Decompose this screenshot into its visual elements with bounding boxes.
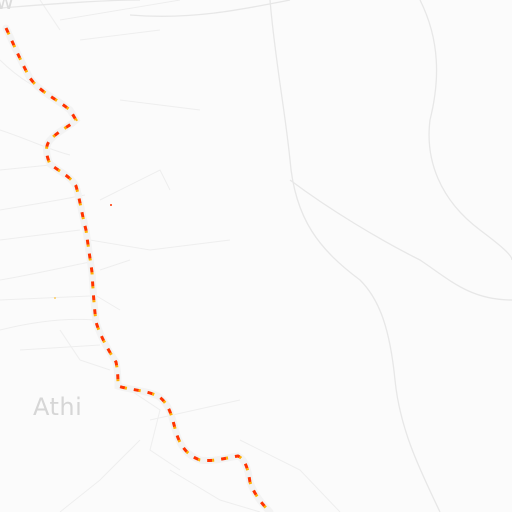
- route-accent: [4, 27, 272, 512]
- place-label-athi: Athi: [33, 393, 83, 421]
- map-marker-dot: [110, 204, 112, 206]
- map-marker-dot: [54, 297, 56, 299]
- place-label-top: w: [0, 0, 15, 15]
- route-casing: [2, 24, 274, 512]
- route-line[interactable]: [4, 27, 272, 512]
- minor-roads: [0, 0, 341, 512]
